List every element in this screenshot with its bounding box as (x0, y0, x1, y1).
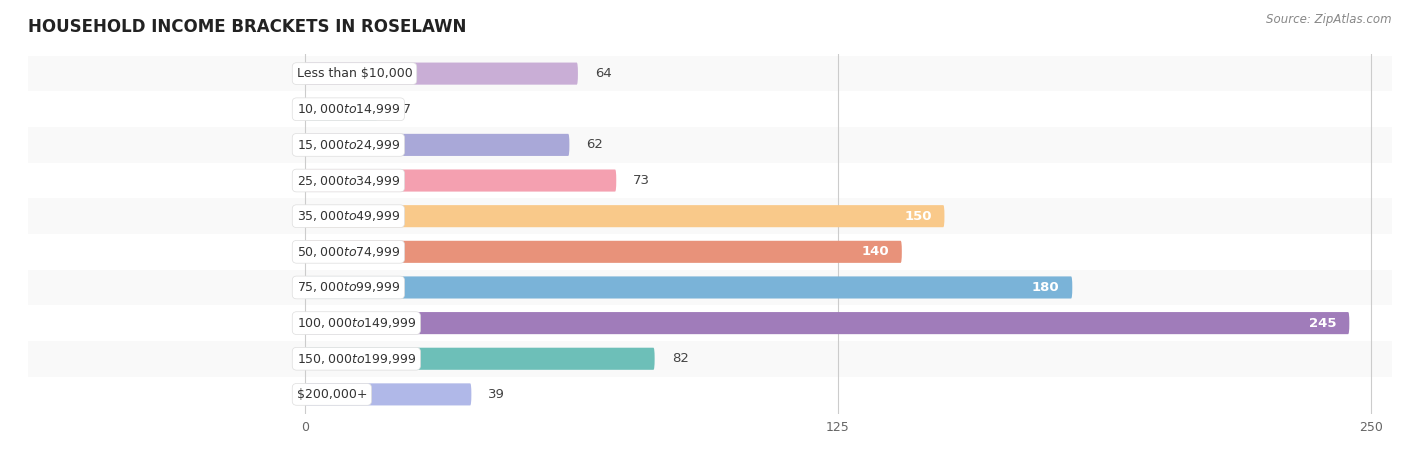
Text: 180: 180 (1032, 281, 1060, 294)
Text: 39: 39 (488, 388, 505, 401)
Text: 140: 140 (862, 245, 889, 258)
Bar (28, 91, 1392, 127)
FancyBboxPatch shape (305, 241, 901, 263)
Text: $35,000 to $49,999: $35,000 to $49,999 (297, 209, 401, 223)
Bar (28, 127, 1392, 163)
Text: $10,000 to $14,999: $10,000 to $14,999 (297, 102, 401, 116)
Bar (28, 377, 1392, 412)
Text: HOUSEHOLD INCOME BRACKETS IN ROSELAWN: HOUSEHOLD INCOME BRACKETS IN ROSELAWN (28, 18, 467, 36)
Bar (28, 234, 1392, 270)
FancyBboxPatch shape (305, 205, 945, 227)
FancyBboxPatch shape (305, 170, 616, 192)
Text: Source: ZipAtlas.com: Source: ZipAtlas.com (1267, 14, 1392, 27)
Text: Less than $10,000: Less than $10,000 (297, 67, 412, 80)
FancyBboxPatch shape (305, 383, 471, 405)
Text: $50,000 to $74,999: $50,000 to $74,999 (297, 245, 401, 259)
Bar (28, 163, 1392, 198)
Text: 62: 62 (586, 139, 603, 151)
Bar (28, 341, 1392, 377)
FancyBboxPatch shape (305, 312, 1350, 334)
Bar (28, 305, 1392, 341)
Text: 17: 17 (395, 103, 412, 116)
Text: $25,000 to $34,999: $25,000 to $34,999 (297, 174, 401, 188)
Text: $15,000 to $24,999: $15,000 to $24,999 (297, 138, 401, 152)
Text: 150: 150 (904, 210, 932, 223)
Bar (28, 56, 1392, 91)
Text: 64: 64 (595, 67, 612, 80)
Text: $150,000 to $199,999: $150,000 to $199,999 (297, 352, 416, 366)
Text: $200,000+: $200,000+ (297, 388, 367, 401)
Text: 73: 73 (633, 174, 651, 187)
FancyBboxPatch shape (305, 134, 569, 156)
FancyBboxPatch shape (305, 276, 1073, 298)
FancyBboxPatch shape (305, 348, 655, 370)
Text: 82: 82 (672, 352, 689, 365)
Text: 245: 245 (1309, 317, 1337, 329)
Bar (28, 270, 1392, 305)
Bar (28, 198, 1392, 234)
FancyBboxPatch shape (305, 98, 378, 120)
Text: $100,000 to $149,999: $100,000 to $149,999 (297, 316, 416, 330)
FancyBboxPatch shape (305, 63, 578, 85)
Text: $75,000 to $99,999: $75,000 to $99,999 (297, 280, 401, 294)
